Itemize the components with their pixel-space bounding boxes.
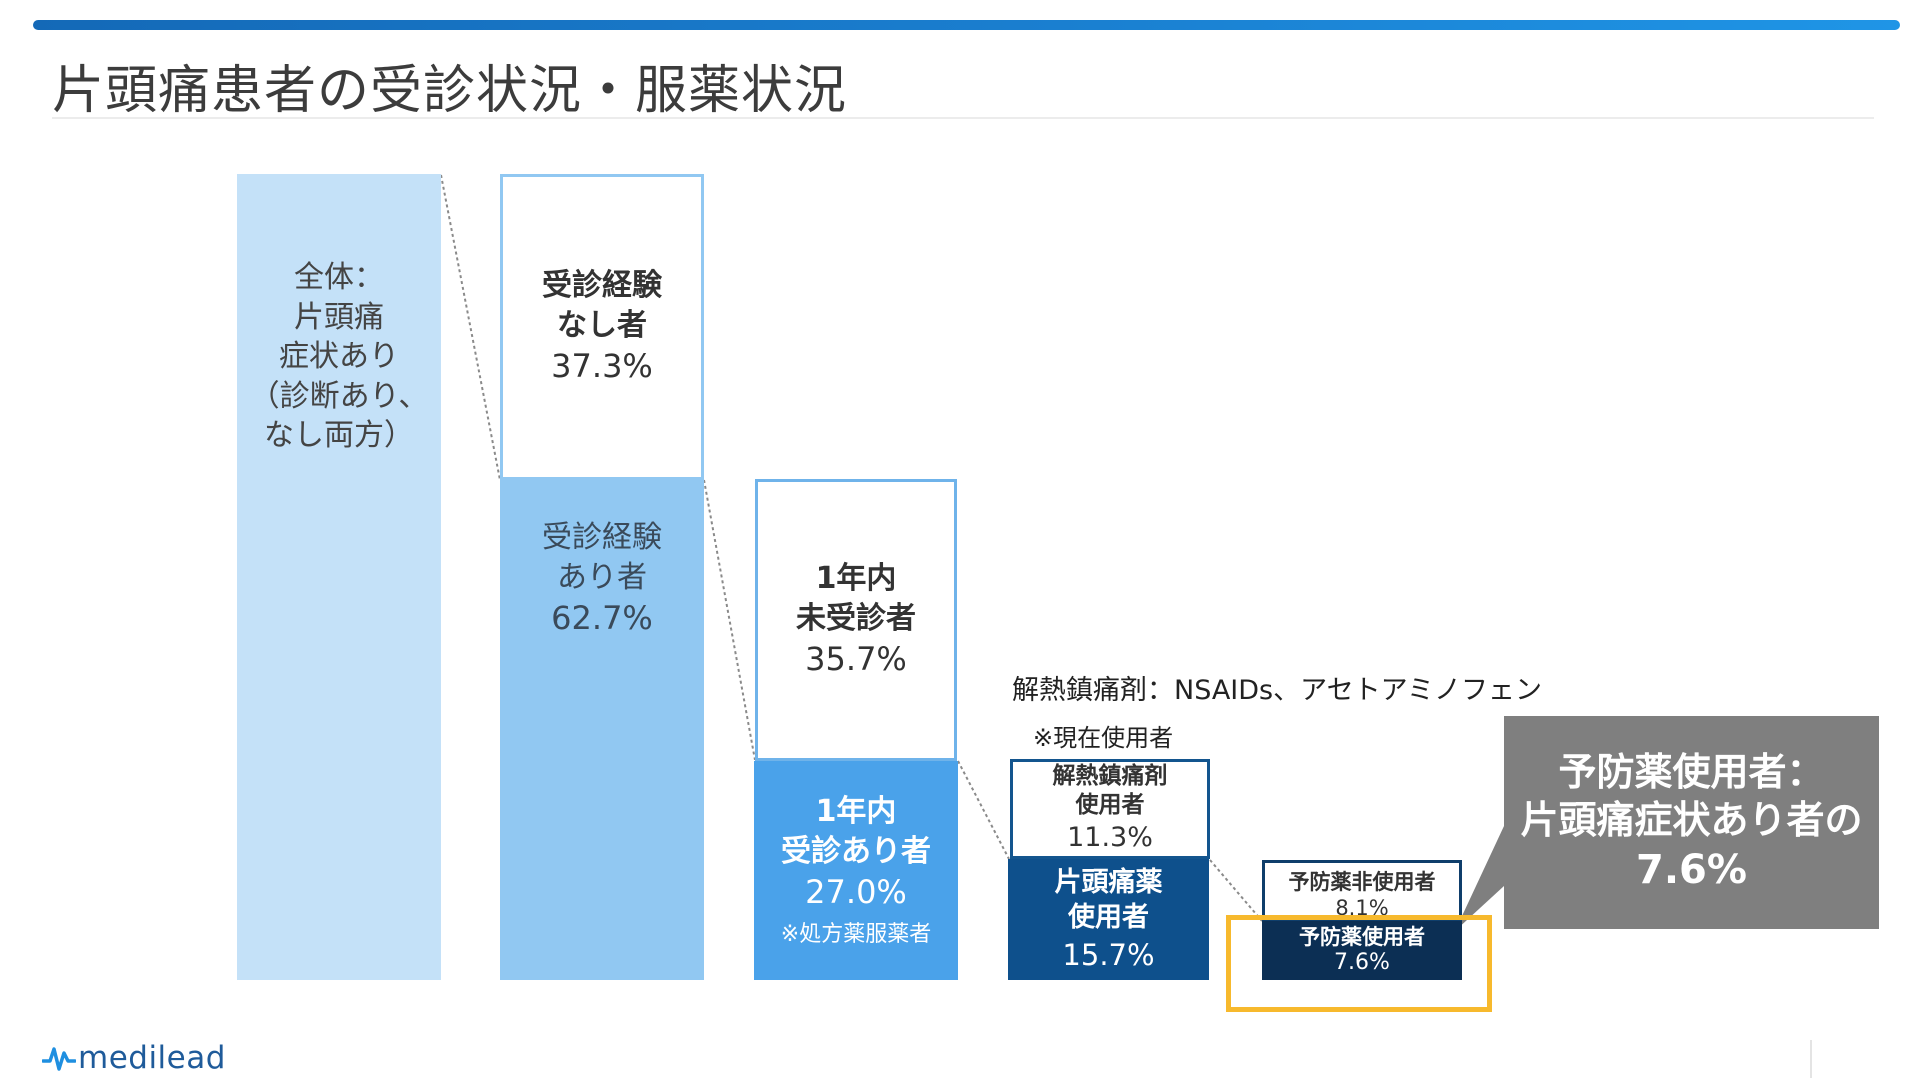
- block-no-visit-1yr-label: 1年内 未受診者: [796, 561, 916, 636]
- page-title: 片頭痛患者の受診状況・服薬状況: [52, 61, 848, 121]
- block-visit-1yr: 1年内 受診あり者 27.0% ※処方薬服薬者: [754, 761, 958, 980]
- nsaids-note: 解熱鎮痛剤：NSAIDs、アセトアミノフェン: [1012, 675, 1543, 706]
- footer-divider: [1810, 1040, 1812, 1078]
- block-visit-1yr-value: 27.0%: [805, 873, 907, 912]
- pulse-icon: [42, 1047, 76, 1071]
- block-visit-none: 受診経験 なし者 37.3%: [500, 174, 704, 480]
- block-no-visit-1yr-value: 35.7%: [805, 640, 907, 679]
- logo-wordmark: medilead: [78, 1040, 226, 1076]
- block-visit-yes-label: 受診経験 あり者: [542, 520, 662, 595]
- block-analgesic-value: 11.3%: [1067, 821, 1153, 853]
- block-analgesic-label: 解熱鎮痛剤 使用者: [1052, 763, 1168, 819]
- block-non-preventive: 予防薬非使用者 8.1%: [1262, 860, 1462, 923]
- connector-line-4: [1209, 859, 1263, 922]
- callout-box: 予防薬使用者： 片頭痛症状あり者の 7.6%: [1504, 716, 1879, 929]
- block-visit-none-label: 受診経験 なし者: [542, 268, 662, 343]
- header-accent-bar: [33, 20, 1900, 30]
- block-total: 全体： 片頭痛 症状あり （診断あり、 なし両方）: [237, 174, 441, 980]
- preventive-highlight-frame: [1226, 915, 1492, 1012]
- block-analgesic: 解熱鎮痛剤 使用者 11.3%: [1010, 759, 1210, 859]
- current-users-note: ※現在使用者: [1033, 724, 1174, 752]
- title-divider: [52, 117, 1874, 119]
- block-visit-yes: 受診経験 あり者 62.7%: [500, 480, 704, 980]
- connector-line-3: [957, 760, 1010, 860]
- callout-pointer: [1455, 826, 1504, 931]
- block-migraine-drug-label: 片頭痛薬 使用者: [1054, 866, 1163, 934]
- block-preventive-value: 7.6%: [1334, 949, 1390, 975]
- block-preventive: 予防薬使用者 7.6%: [1262, 921, 1462, 980]
- connector-line-2: [703, 479, 756, 761]
- block-visit-1yr-note: ※処方薬服薬者: [780, 921, 932, 947]
- block-no-visit-1yr: 1年内 未受診者 35.7%: [755, 479, 957, 761]
- block-non-preventive-label: 予防薬非使用者: [1288, 870, 1436, 894]
- block-preventive-label: 予防薬使用者: [1299, 924, 1425, 949]
- block-total-label: 全体： 片頭痛 症状あり （診断あり、 なし両方）: [249, 260, 429, 454]
- medilead-logo: medilead: [42, 1040, 226, 1076]
- callout-line-2: 片頭痛症状あり者の: [1520, 798, 1863, 843]
- callout-line-1: 予防薬使用者：: [1558, 750, 1825, 795]
- block-migraine-drug-value: 15.7%: [1062, 937, 1155, 972]
- callout-value: 7.6%: [1636, 847, 1747, 894]
- block-non-preventive-value: 8.1%: [1335, 895, 1389, 920]
- block-visit-yes-value: 62.7%: [551, 599, 653, 638]
- block-visit-1yr-label: 1年内 受診あり者: [781, 794, 931, 869]
- block-visit-none-value: 37.3%: [551, 347, 653, 386]
- connector-line-1: [440, 174, 501, 481]
- block-migraine-drug: 片頭痛薬 使用者 15.7%: [1008, 859, 1209, 980]
